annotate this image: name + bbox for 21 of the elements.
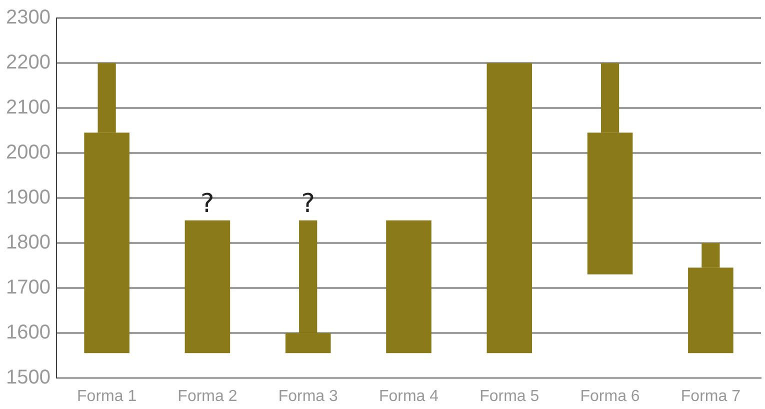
y-tick-label: 2000 xyxy=(6,141,50,164)
y-tick-label: 1900 xyxy=(6,186,50,208)
bar xyxy=(386,220,432,354)
x-tick-label: Forma 2 xyxy=(178,388,238,405)
x-tick-label: Forma 4 xyxy=(378,388,439,405)
annotation: ? xyxy=(200,189,214,220)
x-tick-label: Forma 1 xyxy=(77,388,137,405)
y-tick-label: 2200 xyxy=(6,51,50,74)
bar xyxy=(486,62,532,354)
y-tick-label: 2100 xyxy=(6,96,50,118)
x-tick-label: Forma 3 xyxy=(278,388,338,405)
bar xyxy=(184,220,230,354)
y-tick-label: 2300 xyxy=(6,6,50,29)
x-tick-label: Forma 5 xyxy=(480,388,540,405)
y-tick-label: 1600 xyxy=(6,321,50,344)
y-tick-label: 1800 xyxy=(6,231,50,254)
y-tick-label: 1500 xyxy=(6,366,50,388)
x-tick-label: Forma 6 xyxy=(580,388,640,405)
annotation: ? xyxy=(301,189,316,220)
y-tick-label: 1700 xyxy=(6,276,50,298)
x-tick-label: Forma 7 xyxy=(680,388,741,405)
